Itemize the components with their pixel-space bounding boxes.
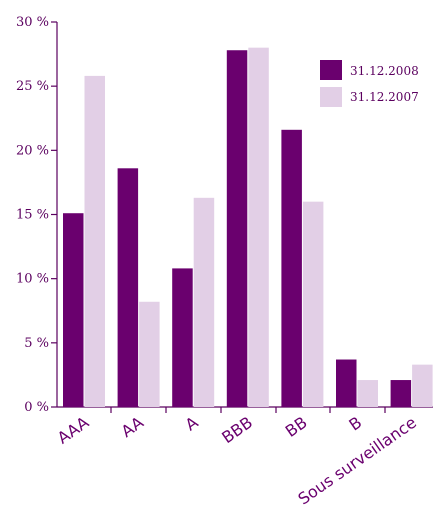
bar-b-series-0 xyxy=(336,359,357,407)
x-tick-label: BB xyxy=(282,413,311,441)
legend-swatch-2007 xyxy=(320,87,342,107)
x-tick-label: A xyxy=(182,413,202,435)
bar-bbb-series-0 xyxy=(226,50,248,407)
bar-sous-surveillance-series-1 xyxy=(412,364,433,407)
legend-label-2007: 31.12.2007 xyxy=(350,90,419,104)
bar-aa-series-1 xyxy=(139,301,160,407)
y-axis-ticks: 0 % 5 % 10 % 15 % 20 % 25 % 30 % xyxy=(16,15,57,415)
x-tick-label: BBB xyxy=(218,413,256,447)
bar-a-series-0 xyxy=(172,268,193,407)
legend: 31.12.2008 31.12.2007 xyxy=(320,60,419,107)
y-tick-label: 20 % xyxy=(16,143,49,158)
bar-aaa-series-1 xyxy=(84,75,105,408)
y-tick-label: 25 % xyxy=(16,79,49,94)
y-tick-label: 0 % xyxy=(24,400,49,415)
x-tick-label: AA xyxy=(118,413,147,441)
x-tick-label: B xyxy=(345,413,365,435)
bar-sous-surveillance-series-0 xyxy=(390,380,412,407)
y-tick-label: 15 % xyxy=(16,208,49,223)
x-tick-label: AAA xyxy=(54,413,93,448)
legend-swatch-2008 xyxy=(320,60,342,80)
bars-group xyxy=(63,47,433,408)
y-tick-label: 30 % xyxy=(16,15,49,30)
bar-aaa-series-0 xyxy=(63,213,84,407)
bar-a-series-1 xyxy=(193,197,215,407)
y-tick-label: 5 % xyxy=(24,336,49,351)
bar-bb-series-1 xyxy=(302,201,324,407)
bar-bb-series-0 xyxy=(281,129,302,408)
legend-label-2008: 31.12.2008 xyxy=(350,64,419,78)
bar-bbb-series-1 xyxy=(248,47,269,408)
y-tick-label: 10 % xyxy=(16,272,49,287)
bar-b-series-1 xyxy=(357,380,378,407)
bar-aa-series-0 xyxy=(117,168,139,407)
